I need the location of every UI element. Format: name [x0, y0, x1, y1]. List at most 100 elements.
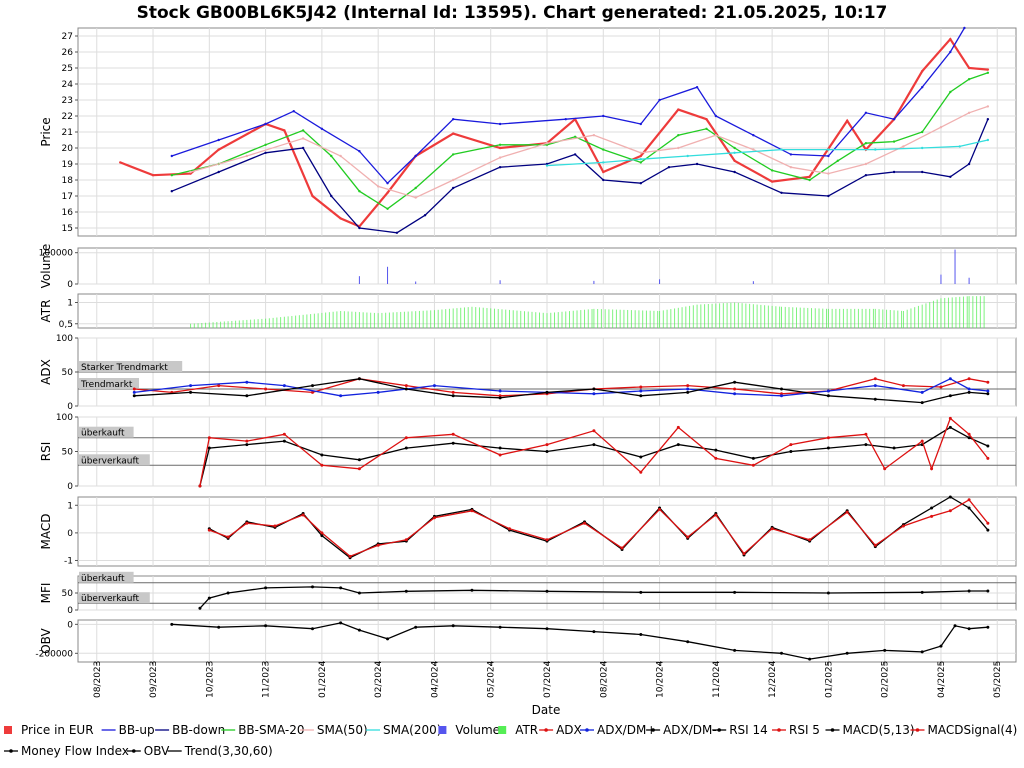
- series-rsi-5-point: [545, 443, 549, 447]
- atr-ytick-label: 0,5: [59, 320, 73, 330]
- zone-label: überverkauft: [81, 594, 140, 604]
- macd-ytick-label: 0: [67, 529, 73, 539]
- series-sma-200--point: [639, 158, 642, 161]
- series-rsi-14-point: [751, 456, 755, 460]
- legend-swatch-dot: [651, 728, 655, 732]
- series-price-in-eur-point: [498, 146, 502, 150]
- series-rsi-5-point: [639, 470, 643, 474]
- series-macdsignal-4--point: [376, 543, 380, 547]
- x-tick-label: 08/2024: [599, 660, 609, 698]
- series-macdsignal-4--point: [845, 510, 849, 514]
- series-rsi-14-point: [639, 455, 643, 459]
- series-money-flow-index-point: [967, 589, 971, 593]
- macd-ytick-label: -1: [64, 556, 73, 566]
- volume-ytick-label: 0: [67, 280, 73, 290]
- chart-panels: 15161718192021222324252627Price0100000Vo…: [35, 26, 1017, 663]
- legend-label: ADX: [556, 723, 582, 737]
- series-bb-sma-20-point: [498, 143, 502, 146]
- series-rsi-5-point: [592, 429, 596, 433]
- rsi-ytick-label: 0: [67, 482, 73, 492]
- series-bb-sma-20-point: [733, 146, 736, 150]
- series-bb-down-point: [695, 162, 699, 166]
- series-rsi-5-point: [751, 463, 755, 467]
- volume-ylabel: Volume: [39, 244, 53, 289]
- rsi-ylabel: RSI: [39, 442, 53, 462]
- series-bb-up-point: [602, 114, 605, 118]
- series-obv-point: [498, 625, 502, 629]
- zone-label-bg: [79, 378, 139, 389]
- zone-label-bg: [79, 571, 134, 583]
- series-macdsignal-4--point: [348, 554, 352, 558]
- adx-ytick-label: 0: [67, 402, 73, 412]
- series-price-in-eur-point: [677, 108, 680, 111]
- series-macdsignal-4--point: [226, 535, 230, 539]
- panel-atr: 0,5 1 ATR: [39, 293, 1017, 330]
- series-rsi-5-point: [498, 453, 502, 457]
- x-tick-label: 10/2023: [205, 661, 215, 698]
- series-bb-sma-20-point: [170, 174, 173, 177]
- series-money-flow-index: [199, 586, 988, 609]
- obv-ylabel: OBV: [39, 627, 53, 653]
- series-sma-50--point: [677, 146, 680, 150]
- price-ytick-label: 27: [62, 32, 73, 42]
- series-bb-sma-20-point: [864, 142, 868, 145]
- series-macdsignal-4--point: [967, 498, 971, 502]
- series-sma-50--point: [245, 154, 249, 158]
- series-rsi-5-point: [676, 425, 680, 429]
- series-bb-sma-20-point: [770, 169, 774, 172]
- series-sma-50--point: [939, 126, 943, 129]
- series-rsi-5-point: [864, 432, 868, 436]
- series-rsi-5-point: [451, 432, 455, 436]
- series-adx-point: [986, 380, 990, 384]
- series-sma-200--point: [921, 146, 924, 150]
- price-ytick-label: 20: [62, 144, 74, 154]
- series-macdsignal-4--point: [658, 507, 662, 511]
- series-bb-up-point: [639, 122, 642, 126]
- x-tick-label: 09/2023: [149, 661, 159, 698]
- legend-swatch-dot: [132, 749, 136, 753]
- series-sma-200--point: [733, 151, 736, 154]
- series-price-in-eur-point: [967, 66, 971, 70]
- series-rsi-14-point: [714, 448, 718, 452]
- legend-swatch-dot: [585, 728, 589, 732]
- series-money-flow-index-point: [545, 589, 549, 593]
- legend-swatch-dot: [777, 728, 781, 732]
- series-price-in-eur-point: [808, 175, 811, 178]
- series-bb-down-point: [170, 190, 173, 193]
- series-macdsignal-4--point: [930, 514, 934, 518]
- zone-label-bg: [79, 426, 134, 438]
- series-bb-sma-20-point: [677, 134, 680, 137]
- series-price-in-eur-point: [986, 68, 990, 71]
- price-ytick-label: 26: [62, 48, 74, 58]
- x-tick-label: 04/2024: [430, 660, 440, 698]
- series-price-in-eur-point: [386, 191, 389, 194]
- series-sma-200--point: [874, 148, 877, 151]
- series-sma-200--point: [545, 164, 549, 167]
- series-sma-50--point: [414, 196, 417, 199]
- series-bb-up: [171, 27, 965, 185]
- zone-label-bg: [79, 361, 183, 372]
- series-sma-50--point: [189, 170, 192, 174]
- series-adx-dm--point: [404, 387, 408, 391]
- x-tick-label: 08/2023: [93, 661, 103, 698]
- series-money-flow-index-point: [826, 591, 830, 595]
- series-adx-dm--point: [339, 394, 343, 398]
- series-bb-down-point: [301, 146, 305, 150]
- series-rsi-14-point: [545, 450, 549, 453]
- series-obv-point: [545, 627, 549, 631]
- series-rsi-14-point: [948, 425, 952, 429]
- series-adx-dm--point: [986, 392, 990, 396]
- legend-label: ADX/DM-: [663, 723, 717, 737]
- series-bb-up-point: [452, 118, 455, 121]
- series-bb-down-point: [573, 153, 577, 156]
- zone-label-bg: [79, 454, 150, 466]
- legend-label: Volume: [455, 723, 500, 737]
- series-macdsignal-4--point: [301, 513, 305, 517]
- series-rsi-14-point: [986, 444, 990, 448]
- series-bb-sma-20-point: [452, 153, 455, 156]
- series-adx-point: [639, 385, 643, 389]
- series-rsi-14-point: [357, 458, 361, 462]
- series-money-flow-index-point: [733, 590, 737, 594]
- series-macdsignal-4--point: [245, 521, 249, 525]
- legend-label: SMA(200): [383, 723, 441, 737]
